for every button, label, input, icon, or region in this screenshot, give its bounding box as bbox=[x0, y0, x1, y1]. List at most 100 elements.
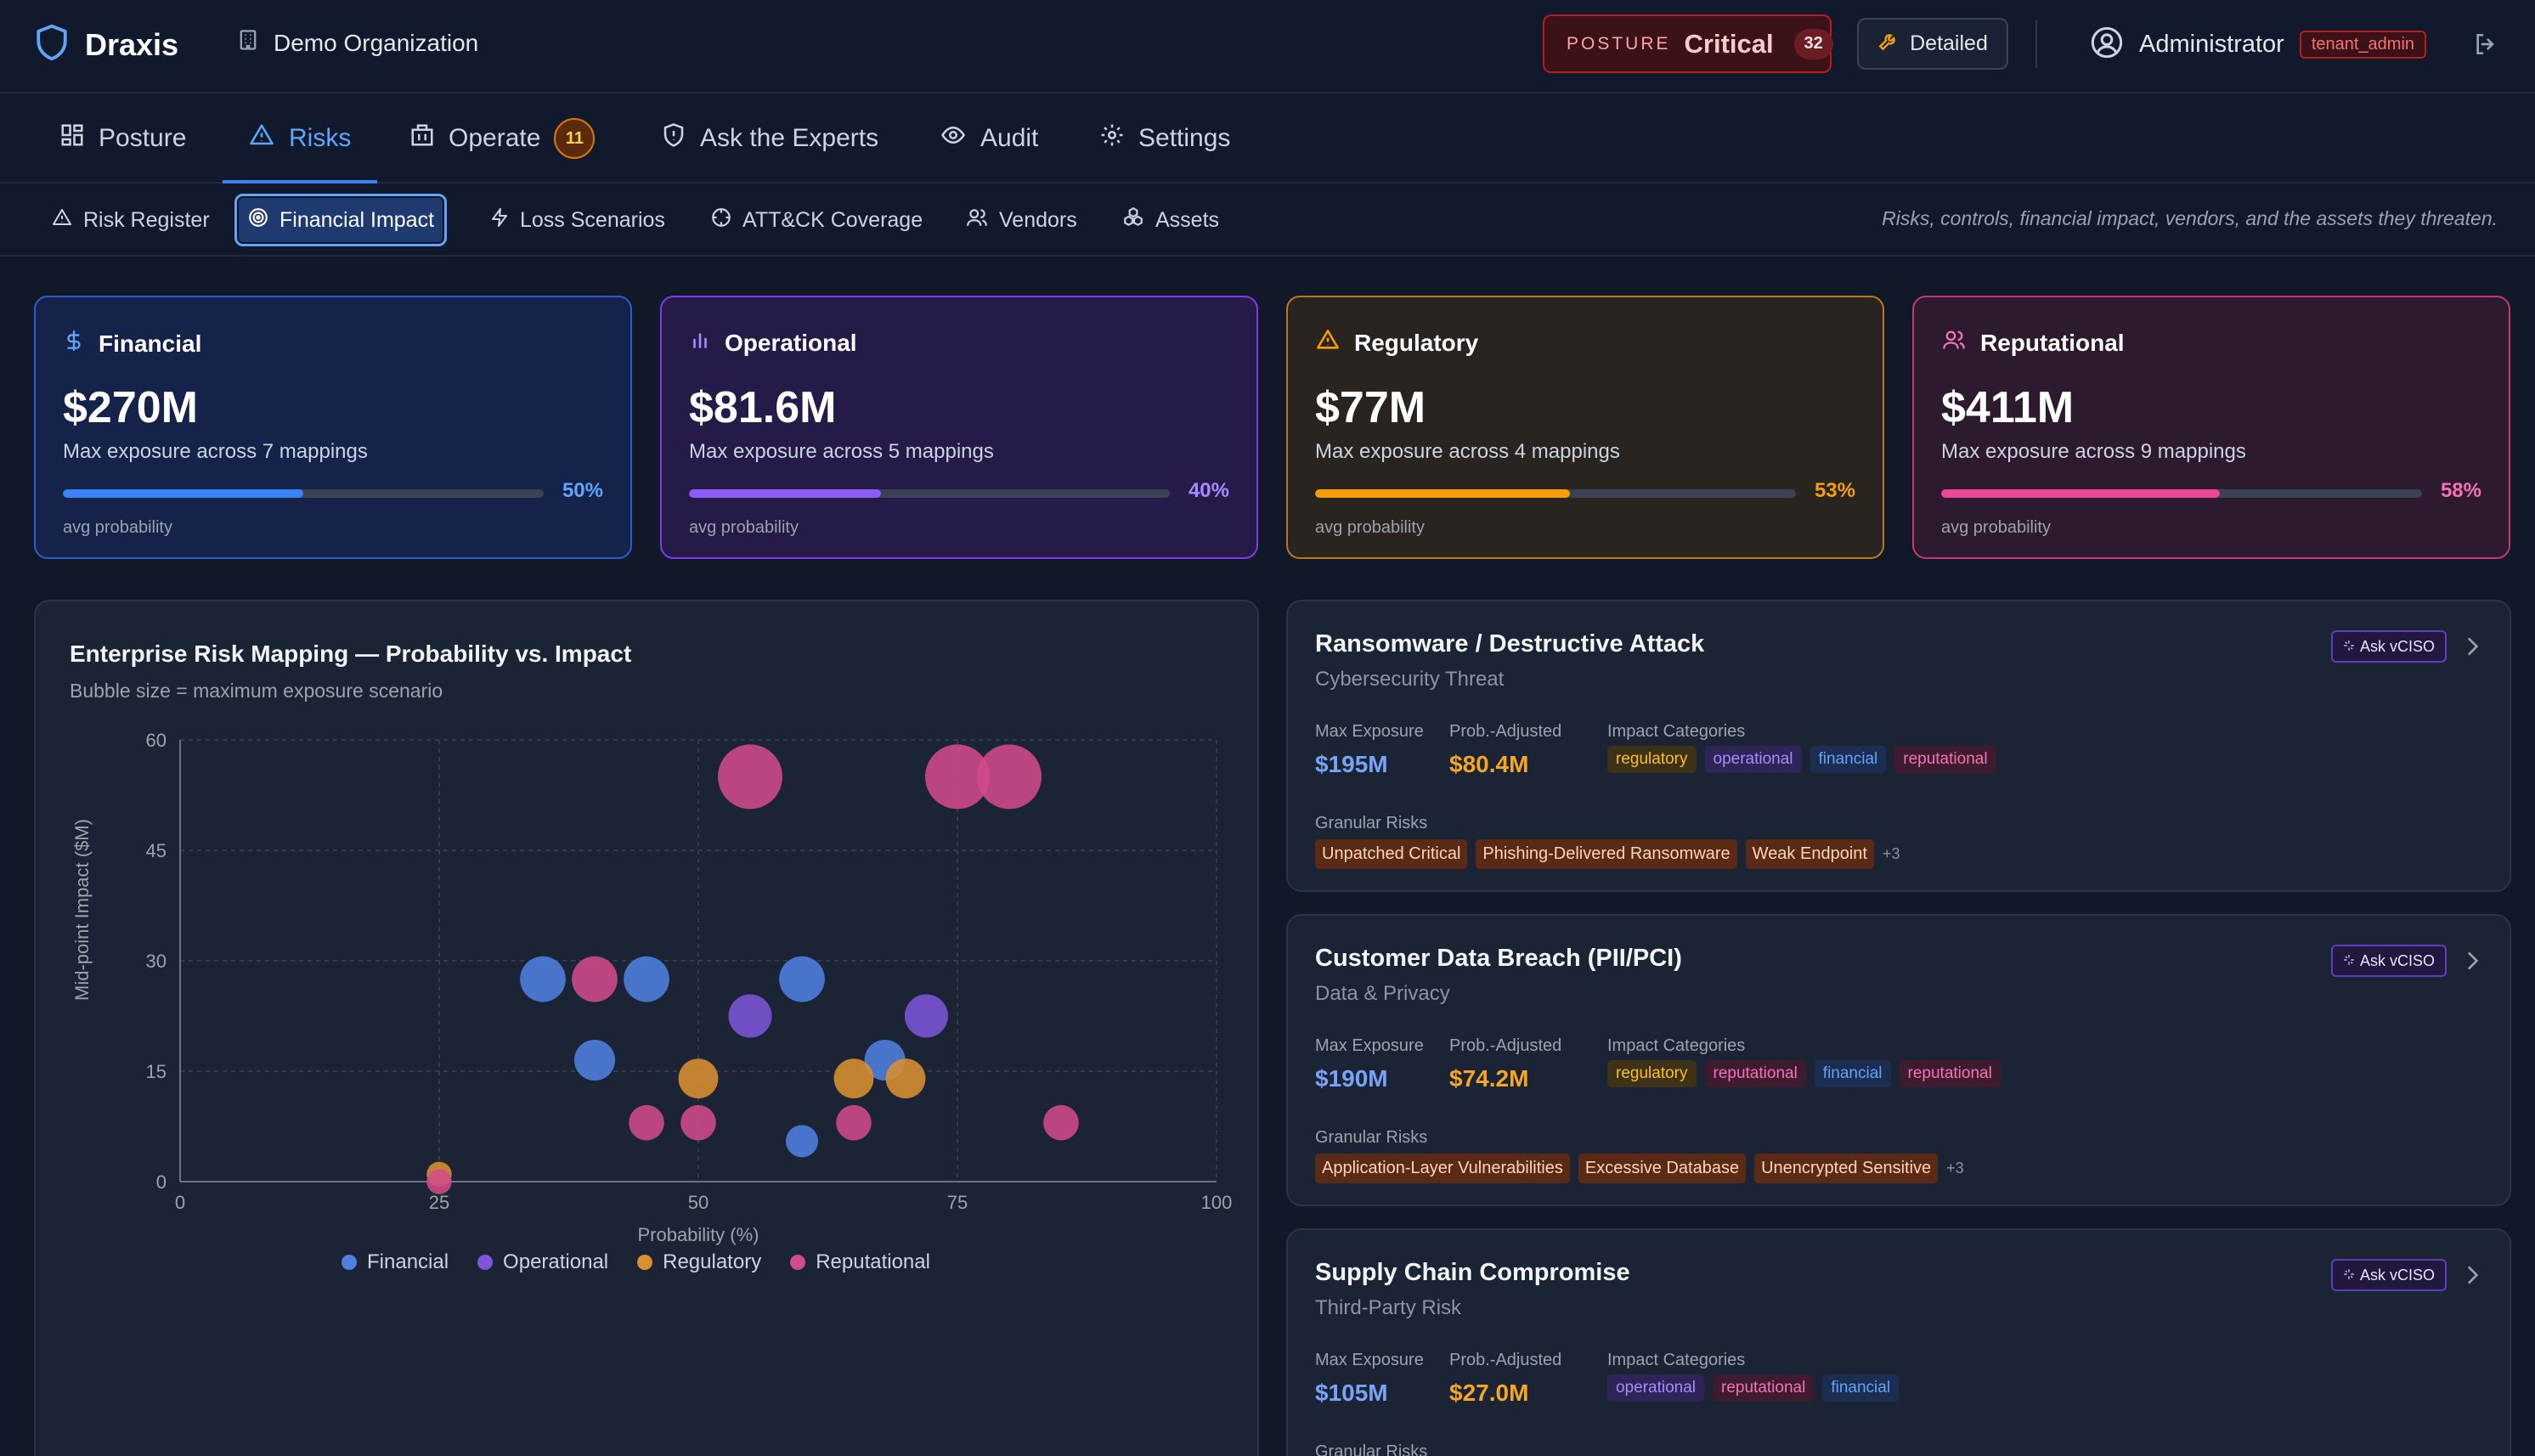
posture-label: POSTURE bbox=[1567, 33, 1671, 54]
warning-icon bbox=[1315, 328, 1341, 358]
granular-risk-tags: Application-Layer Vulnerabilities Excessi… bbox=[1315, 1154, 1964, 1183]
legend-item-financial[interactable]: Financial bbox=[342, 1250, 449, 1274]
subtab-financial-impact[interactable]: Financial Impact bbox=[234, 194, 448, 246]
warning-icon bbox=[248, 122, 275, 155]
granular-risk-tags: Unpatched Critical Phishing-Delivered Ran… bbox=[1315, 839, 1900, 869]
subtab-risk-register[interactable]: Risk Register bbox=[41, 194, 220, 246]
nav-tab-settings[interactable]: Settings bbox=[1099, 93, 1230, 183]
granular-risk-tag[interactable]: Unpatched Critical bbox=[1315, 839, 1468, 869]
impact-category-tag: regulatory bbox=[1607, 746, 1697, 773]
granular-risk-tag[interactable]: Excessive Database bbox=[1578, 1154, 1747, 1183]
probability-bar bbox=[1315, 489, 1796, 498]
legend-swatch bbox=[477, 1255, 494, 1270]
probability-caption: avg probability bbox=[63, 518, 172, 537]
subtab-label: Assets bbox=[1155, 207, 1220, 232]
legend-item-regulatory[interactable]: Regulatory bbox=[637, 1250, 761, 1274]
posture-status-pill[interactable]: POSTURE Critical 32 bbox=[1543, 14, 1833, 73]
summary-card-financial[interactable]: Financial $270M Max exposure across 7 ma… bbox=[34, 296, 632, 559]
scenario-category: Third-Party Risk bbox=[1315, 1296, 1462, 1319]
user-role-badge: tenant_admin bbox=[2299, 31, 2427, 59]
bubble-reputational bbox=[925, 744, 990, 810]
probability-percent: 58% bbox=[2440, 479, 2481, 502]
legend-item-operational[interactable]: Operational bbox=[477, 1250, 608, 1274]
bubble-regulatory bbox=[833, 1058, 874, 1099]
organization-switcher[interactable]: Demo Organization bbox=[236, 28, 478, 58]
summary-card-operational[interactable]: Operational $81.6M Max exposure across 5… bbox=[660, 296, 1258, 559]
y-tick-label: 45 bbox=[146, 840, 167, 861]
posture-value: Critical bbox=[1684, 28, 1774, 59]
bubble-reputational bbox=[572, 956, 618, 1002]
nav-tab-audit[interactable]: Audit bbox=[940, 93, 1038, 183]
summary-card-regulatory[interactable]: Regulatory $77M Max exposure across 4 ma… bbox=[1286, 296, 1884, 559]
legend-label: Regulatory bbox=[663, 1250, 762, 1273]
granular-risk-tag[interactable]: Weak Endpoint bbox=[1745, 839, 1874, 869]
legend-swatch bbox=[790, 1255, 806, 1270]
scenario-title: Supply Chain Compromise bbox=[1315, 1259, 1630, 1286]
ask-vciso-button[interactable]: Ask vCISO bbox=[2330, 945, 2447, 977]
subtab-vendors[interactable]: Vendors bbox=[955, 194, 1087, 246]
subtab-label: Loss Scenarios bbox=[520, 207, 665, 232]
header-divider bbox=[2035, 20, 2037, 68]
chevron-right-icon[interactable] bbox=[2467, 951, 2479, 974]
subtab-loss-scenarios[interactable]: Loss Scenarios bbox=[479, 194, 675, 246]
nav-tab-posture[interactable]: Posture bbox=[59, 93, 186, 183]
x-tick-label: 50 bbox=[688, 1192, 709, 1213]
probability-caption: avg probability bbox=[1941, 518, 2051, 537]
y-tick-label: 0 bbox=[156, 1171, 167, 1193]
scenario-card[interactable]: Customer Data Breach (PII/PCI) Data & Pr… bbox=[1286, 914, 2511, 1206]
logout-button[interactable] bbox=[2472, 31, 2499, 62]
more-risks-count[interactable]: +3 bbox=[1882, 845, 1900, 862]
subtab-label: Financial Impact bbox=[279, 207, 435, 232]
y-tick-label: 30 bbox=[146, 951, 167, 972]
chevron-right-icon[interactable] bbox=[2467, 1266, 2479, 1289]
chevron-right-icon[interactable] bbox=[2467, 637, 2479, 660]
prob-adjusted-value: $80.4M bbox=[1449, 751, 1529, 777]
bubble-financial bbox=[624, 956, 669, 1002]
nav-tab-label: Operate bbox=[449, 124, 541, 152]
bubble-operational bbox=[728, 994, 772, 1038]
brand[interactable]: Draxis bbox=[34, 23, 178, 66]
bubble-financial bbox=[573, 1039, 616, 1081]
logout-icon bbox=[2472, 34, 2499, 61]
subtab-assets[interactable]: Assets bbox=[1111, 194, 1229, 246]
ask-vciso-button[interactable]: Ask vCISO bbox=[2330, 630, 2447, 663]
sparkle-icon bbox=[2343, 952, 2355, 970]
bubble-financial bbox=[786, 1125, 818, 1158]
prob-adjusted-value: $27.0M bbox=[1449, 1380, 1529, 1406]
scenario-category: Data & Privacy bbox=[1315, 982, 1450, 1005]
impact-category-tags: operational reputational financial bbox=[1607, 1374, 1900, 1402]
legend-label: Operational bbox=[503, 1250, 609, 1273]
legend-item-reputational[interactable]: Reputational bbox=[790, 1250, 930, 1274]
detailed-view-button[interactable]: Detailed bbox=[1857, 18, 2008, 70]
granular-risks-label: Granular Risks bbox=[1315, 814, 1428, 832]
granular-risk-tag[interactable]: Unencrypted Sensitive bbox=[1754, 1154, 1939, 1183]
bubble-chart[interactable]: 0 25 50 75 100 0 15 30 45 60 Probability (%) Mid-po… bbox=[36, 601, 1261, 1451]
user-avatar-icon bbox=[2090, 25, 2124, 64]
shield-logo-icon bbox=[34, 23, 70, 66]
more-risks-count[interactable]: +3 bbox=[1946, 1160, 1964, 1177]
top-bar: Draxis Demo Organization POSTURE Critica… bbox=[0, 0, 2535, 93]
nav-tab-operate[interactable]: Operate 11 bbox=[409, 93, 596, 183]
impact-category-tag: reputational bbox=[1713, 1374, 1815, 1402]
scenario-card[interactable]: Supply Chain Compromise Third-Party Risk… bbox=[1286, 1228, 2511, 1456]
cubes-icon bbox=[1121, 206, 1145, 234]
granular-risk-tag[interactable]: Application-Layer Vulnerabilities bbox=[1315, 1154, 1570, 1183]
user-menu[interactable]: Administrator tenant_admin bbox=[2090, 25, 2427, 64]
impact-category-tag: operational bbox=[1607, 1374, 1705, 1402]
impact-category-tag: operational bbox=[1704, 746, 1802, 773]
sparkle-icon bbox=[2343, 638, 2355, 656]
scenario-title: Customer Data Breach (PII/PCI) bbox=[1315, 945, 1682, 972]
organization-name: Demo Organization bbox=[274, 29, 479, 56]
probability-bar bbox=[689, 489, 1170, 498]
nav-tab-risks[interactable]: Risks bbox=[248, 93, 351, 183]
subtab-attack-coverage[interactable]: ATT&CK Coverage bbox=[700, 194, 933, 246]
card-subtitle: Max exposure across 5 mappings bbox=[689, 440, 994, 463]
granular-risk-tag[interactable]: Phishing-Delivered Ransomware bbox=[1476, 839, 1737, 869]
summary-card-reputational[interactable]: Reputational $411M Max exposure across 9… bbox=[1912, 296, 2510, 559]
bubble-reputational bbox=[1043, 1104, 1079, 1141]
sub-navigation: Risk Register Financial Impact Loss Scen… bbox=[0, 183, 2535, 257]
bar-chart-icon bbox=[689, 328, 711, 358]
scenario-card[interactable]: Ransomware / Destructive Attack Cybersec… bbox=[1286, 600, 2511, 892]
ask-vciso-button[interactable]: Ask vCISO bbox=[2330, 1259, 2447, 1291]
nav-tab-ask-the-experts[interactable]: Ask the Experts bbox=[661, 93, 878, 183]
